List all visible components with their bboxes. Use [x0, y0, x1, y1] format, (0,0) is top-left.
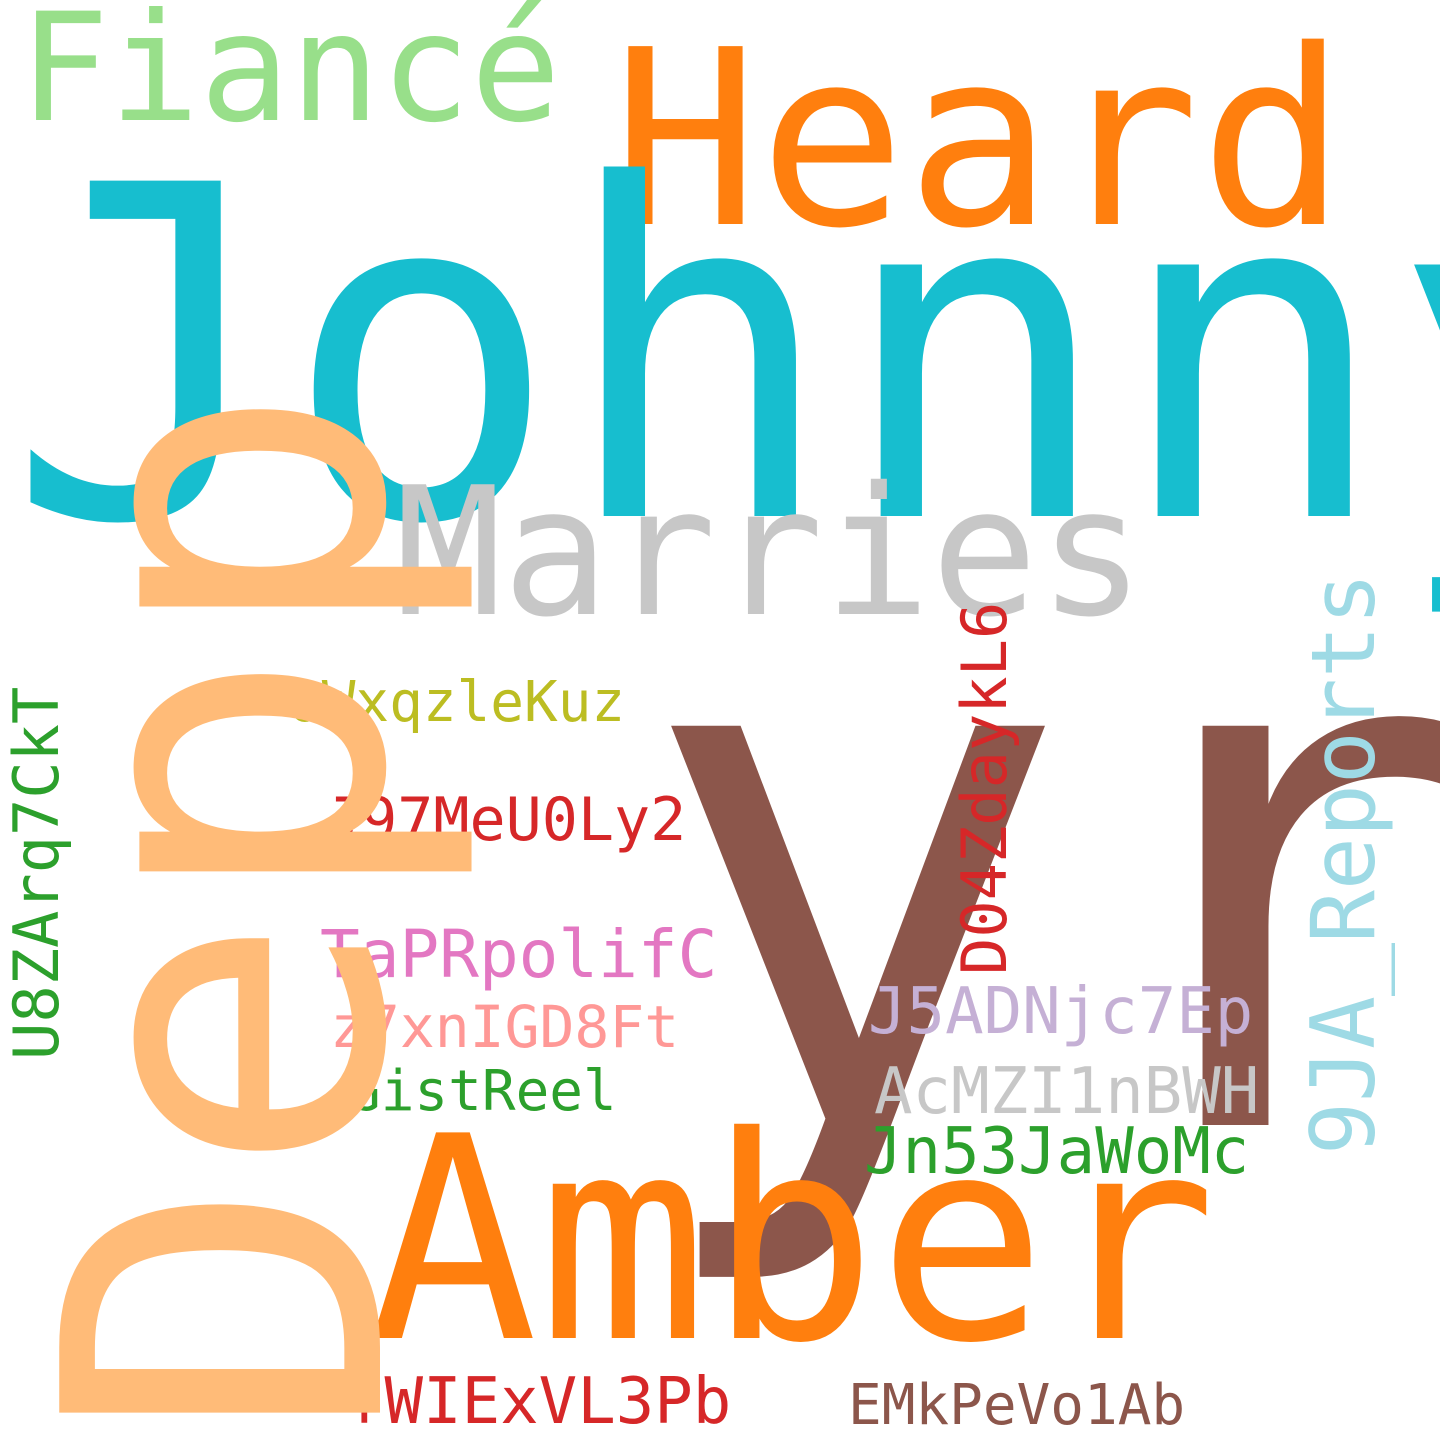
word-johnny: Johnny [6, 90, 1440, 625]
word-heard: Heard [612, 0, 1347, 282]
word-z7xnigd8ft: z7xnIGD8Ft [330, 993, 680, 1061]
word-j5adnjc7ep: J5ADNjc7Ep [868, 975, 1254, 1049]
word-d04zdaykl6: D04ZdaykL6 [948, 601, 1021, 975]
word-fwiexvl3pb: fWIExVL3Pb [346, 1365, 732, 1439]
word-depp: Depp [0, 382, 484, 1442]
word-j97meu0ly2: J97MeU0Ly2 [325, 785, 687, 855]
word-u8zarq7ckt: U8ZArq7CkT [0, 686, 73, 1060]
word-taprpolifc: TaPRpolifC [320, 916, 718, 993]
word-acmzi1nbwh: AcMZI1nBWH [874, 1055, 1260, 1129]
word-emkpevo1ab: EMkPeVo1Ab [848, 1373, 1186, 1438]
word-owxqzlekuz: OWxqzleKuz [288, 670, 626, 735]
word-marries: Marries [395, 449, 1146, 656]
word-fiance: Fiancé [19, 0, 561, 156]
word-jn53jawomc: Jn53JaWoMc [864, 1115, 1250, 1189]
word-9ja-reports: 9JA_Reports [1292, 572, 1395, 1155]
word-yr: yr [634, 448, 1440, 1298]
word-gistreel: GistReel [347, 1059, 617, 1124]
word-amber: Amber [368, 1076, 1217, 1405]
